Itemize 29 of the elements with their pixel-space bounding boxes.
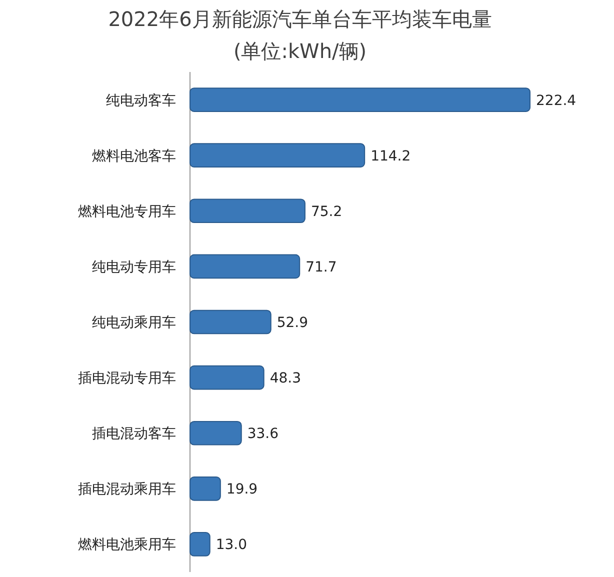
data-label: 13.0 [216, 537, 248, 554]
y-tick-label: 插电混动乘用车 [78, 482, 176, 498]
bar [190, 310, 272, 334]
bar [190, 198, 306, 224]
data-label: 71.7 [306, 259, 337, 276]
y-tick-label: 纯电动客车 [106, 92, 176, 109]
bar [190, 254, 300, 279]
data-label: 75.2 [310, 204, 342, 220]
y-tick-label: 插电混动客车 [92, 426, 176, 442]
y-tick-label: 插电混动专用车 [78, 370, 176, 387]
y-tick-label: 纯电动乘用车 [92, 315, 176, 331]
bar [190, 532, 210, 556]
chart-title: 2022年6月新能源汽车单台车平均装车电量 [108, 7, 492, 31]
data-label: 48.3 [270, 370, 302, 387]
y-tick-label: 燃料电池客车 [92, 148, 176, 164]
data-label: 222.4 [536, 92, 576, 109]
data-label: 114.2 [370, 148, 411, 164]
bar [190, 143, 366, 168]
y-tick-label: 纯电动专用车 [92, 259, 176, 276]
bar [190, 420, 242, 446]
bar [190, 88, 530, 112]
data-label: 52.9 [276, 315, 308, 331]
y-tick-label: 燃料电池乘用车 [78, 537, 176, 554]
chart-subtitle: (单位:kWh/辆) [233, 39, 367, 63]
bar [190, 476, 221, 501]
bar [190, 365, 264, 390]
y-tick-label: 燃料电池专用车 [78, 204, 176, 220]
data-label: 19.9 [226, 482, 258, 498]
data-label: 33.6 [247, 426, 279, 442]
